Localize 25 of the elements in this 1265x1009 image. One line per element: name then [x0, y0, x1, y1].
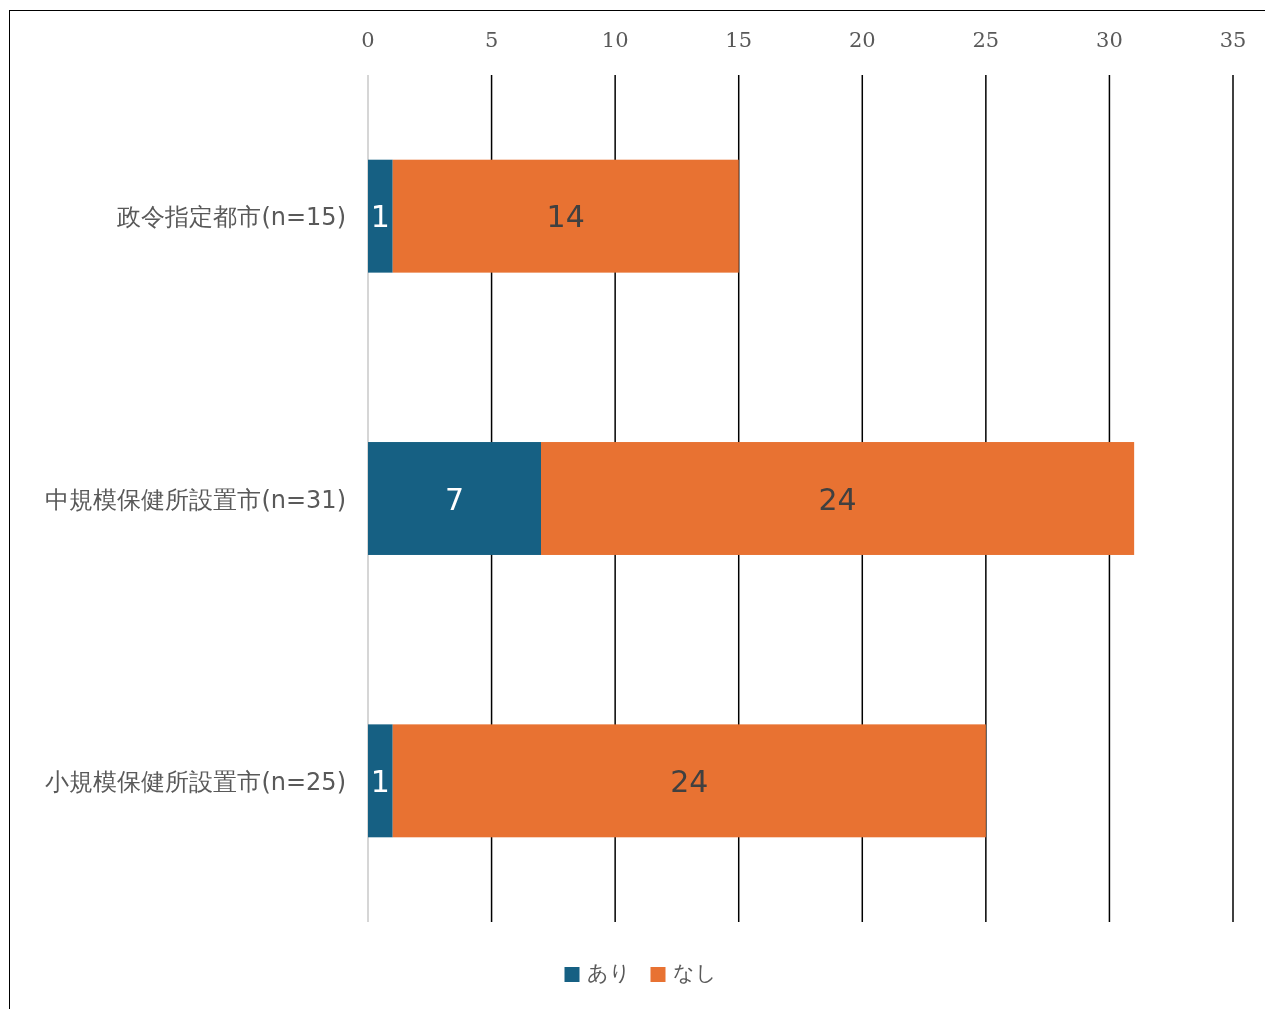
- x-tick-label: 5: [484, 28, 499, 52]
- legend-label: あり: [586, 961, 631, 985]
- bar: [368, 442, 541, 555]
- x-tick-label: 35: [1219, 28, 1247, 52]
- x-tick-label: 15: [725, 28, 753, 52]
- data-label: 24: [818, 481, 857, 517]
- x-tick-label: 0: [361, 28, 375, 52]
- data-label: 1: [370, 763, 390, 799]
- x-tick-label: 20: [848, 28, 876, 52]
- y-tick-label: 小規模保健所設置市(n=25): [45, 767, 346, 796]
- x-tick-label: 10: [601, 28, 629, 52]
- bar: [541, 442, 1135, 555]
- data-label: 7: [444, 481, 465, 517]
- bar: [368, 724, 393, 838]
- data-label: 24: [670, 763, 709, 799]
- legend-label: なし: [672, 961, 717, 985]
- data-label: 1: [370, 199, 390, 235]
- bar: [392, 724, 986, 838]
- bar: [368, 159, 393, 273]
- x-tick-label: 30: [1096, 28, 1123, 52]
- x-tick-label: 25: [972, 28, 1000, 52]
- y-tick-label: 中規模保健所設置市(n=31): [45, 485, 346, 514]
- data-label: 14: [546, 199, 585, 235]
- bar: [392, 159, 739, 273]
- y-tick-label: 政令指定都市(n=15): [117, 203, 346, 232]
